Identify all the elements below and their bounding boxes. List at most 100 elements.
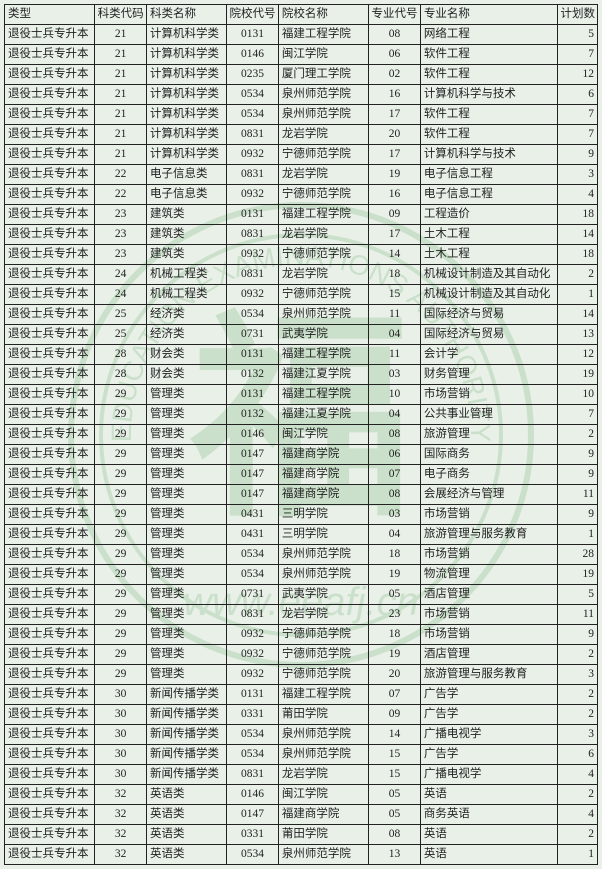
cell-kcode: 30	[95, 685, 147, 705]
cell-sname: 福建工程学院	[278, 25, 368, 45]
cell-kname: 管理类	[147, 545, 227, 565]
table-row: 退役士兵专升本29管理类0731武夷学院05酒店管理5	[5, 585, 598, 605]
cell-sname: 福建江夏学院	[278, 365, 368, 385]
table-row: 退役士兵专升本30新闻传播学类0131福建工程学院07广告学2	[5, 685, 598, 705]
cell-plan: 11	[557, 605, 597, 625]
cell-scode: 0146	[227, 45, 279, 65]
cell-sname: 龙岩学院	[278, 265, 368, 285]
cell-kname: 管理类	[147, 505, 227, 525]
cell-mname: 广播电视学	[420, 725, 557, 745]
cell-kcode: 32	[95, 805, 147, 825]
table-row: 退役士兵专升本28财会类0131福建工程学院11会计学12	[5, 345, 598, 365]
cell-type: 退役士兵专升本	[5, 85, 95, 105]
cell-scode: 0731	[227, 585, 279, 605]
cell-kname: 新闻传播学类	[147, 685, 227, 705]
cell-sname: 宁德师范学院	[278, 625, 368, 645]
header-row: 类型 科类代码 科类名称 院校代号 院校名称 专业代号 专业名称 计划数	[5, 5, 598, 25]
cell-mcode: 17	[369, 105, 421, 125]
cell-sname: 闽江学院	[278, 45, 368, 65]
cell-kname: 计算机科学类	[147, 125, 227, 145]
cell-kcode: 29	[95, 545, 147, 565]
header-kcode: 科类代码	[95, 5, 147, 25]
cell-scode: 0534	[227, 305, 279, 325]
cell-sname: 泉州师范学院	[278, 305, 368, 325]
cell-type: 退役士兵专升本	[5, 805, 95, 825]
cell-type: 退役士兵专升本	[5, 45, 95, 65]
cell-kcode: 22	[95, 165, 147, 185]
cell-type: 退役士兵专升本	[5, 125, 95, 145]
cell-scode: 0932	[227, 665, 279, 685]
plan-table: 类型 科类代码 科类名称 院校代号 院校名称 专业代号 专业名称 计划数 退役士…	[4, 4, 598, 865]
cell-mname: 市场营销	[420, 385, 557, 405]
cell-sname: 福建商学院	[278, 465, 368, 485]
cell-kname: 英语类	[147, 805, 227, 825]
cell-kcode: 29	[95, 485, 147, 505]
table-row: 退役士兵专升本29管理类0431三明学院03市场营销9	[5, 505, 598, 525]
cell-mcode: 19	[369, 645, 421, 665]
cell-sname: 龙岩学院	[278, 165, 368, 185]
cell-scode: 0147	[227, 485, 279, 505]
cell-mname: 广播电视学	[420, 765, 557, 785]
cell-scode: 0831	[227, 265, 279, 285]
cell-mname: 土木工程	[420, 225, 557, 245]
cell-scode: 0534	[227, 725, 279, 745]
cell-kname: 管理类	[147, 485, 227, 505]
cell-scode: 0932	[227, 145, 279, 165]
cell-type: 退役士兵专升本	[5, 645, 95, 665]
cell-mname: 广告学	[420, 705, 557, 725]
table-row: 退役士兵专升本29管理类0131福建工程学院10市场营销10	[5, 385, 598, 405]
table-row: 退役士兵专升本29管理类0831龙岩学院23市场营销11	[5, 605, 598, 625]
cell-type: 退役士兵专升本	[5, 25, 95, 45]
cell-type: 退役士兵专升本	[5, 625, 95, 645]
cell-mname: 软件工程	[420, 105, 557, 125]
cell-sname: 宁德师范学院	[278, 185, 368, 205]
table-row: 退役士兵专升本24机械工程类0932宁德师范学院15机械设计制造及其自动化1	[5, 285, 598, 305]
cell-mcode: 04	[369, 525, 421, 545]
table-row: 退役士兵专升本29管理类0132福建江夏学院04公共事业管理7	[5, 405, 598, 425]
cell-kname: 计算机科学类	[147, 25, 227, 45]
cell-kname: 经济类	[147, 305, 227, 325]
cell-mcode: 05	[369, 785, 421, 805]
table-row: 退役士兵专升本21计算机科学类0831龙岩学院20软件工程7	[5, 125, 598, 145]
cell-type: 退役士兵专升本	[5, 345, 95, 365]
cell-scode: 0831	[227, 125, 279, 145]
cell-kname: 计算机科学类	[147, 145, 227, 165]
cell-mcode: 11	[369, 305, 421, 325]
cell-sname: 泉州师范学院	[278, 105, 368, 125]
cell-mname: 财务管理	[420, 365, 557, 385]
cell-plan: 9	[557, 445, 597, 465]
cell-mcode: 08	[369, 425, 421, 445]
cell-scode: 0131	[227, 345, 279, 365]
cell-type: 退役士兵专升本	[5, 425, 95, 445]
cell-kname: 财会类	[147, 345, 227, 365]
cell-mname: 英语	[420, 825, 557, 845]
cell-mcode: 06	[369, 45, 421, 65]
cell-mcode: 17	[369, 145, 421, 165]
table-row: 退役士兵专升本30新闻传播学类0831龙岩学院15广播电视学4	[5, 765, 598, 785]
header-mcode: 专业代号	[369, 5, 421, 25]
table-row: 退役士兵专升本29管理类0147福建商学院06国际商务9	[5, 445, 598, 465]
cell-sname: 武夷学院	[278, 325, 368, 345]
cell-plan: 14	[557, 305, 597, 325]
cell-type: 退役士兵专升本	[5, 685, 95, 705]
table-row: 退役士兵专升本32英语类0147福建商学院05商务英语4	[5, 805, 598, 825]
cell-kcode: 21	[95, 65, 147, 85]
cell-type: 退役士兵专升本	[5, 165, 95, 185]
cell-mname: 市场营销	[420, 625, 557, 645]
cell-plan: 19	[557, 365, 597, 385]
cell-sname: 福建商学院	[278, 485, 368, 505]
table-row: 退役士兵专升本30新闻传播学类0534泉州师范学院15广告学6	[5, 745, 598, 765]
cell-type: 退役士兵专升本	[5, 65, 95, 85]
cell-scode: 0146	[227, 425, 279, 445]
cell-scode: 0147	[227, 805, 279, 825]
cell-type: 退役士兵专升本	[5, 485, 95, 505]
cell-mname: 市场营销	[420, 545, 557, 565]
cell-kname: 新闻传播学类	[147, 765, 227, 785]
cell-mname: 国际经济与贸易	[420, 305, 557, 325]
header-kname: 科类名称	[147, 5, 227, 25]
cell-kname: 英语类	[147, 785, 227, 805]
cell-sname: 闽江学院	[278, 785, 368, 805]
cell-mcode: 03	[369, 365, 421, 385]
cell-type: 退役士兵专升本	[5, 505, 95, 525]
cell-sname: 福建商学院	[278, 445, 368, 465]
